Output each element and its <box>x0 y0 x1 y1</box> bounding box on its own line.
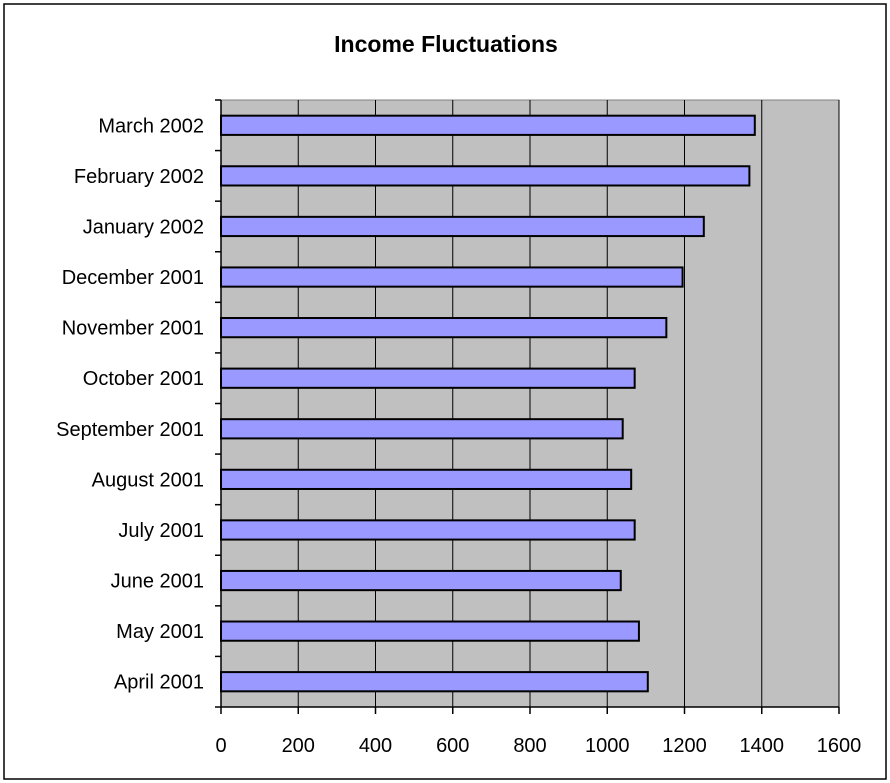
x-tick-label: 1000 <box>585 735 630 757</box>
x-tick-label: 600 <box>436 735 469 757</box>
category-label: April 2001 <box>114 672 204 694</box>
x-tick-label: 1400 <box>740 735 785 757</box>
category-label: September 2001 <box>56 419 204 441</box>
category-label: May 2001 <box>116 621 204 643</box>
bar <box>220 620 640 642</box>
x-tick-label: 1200 <box>662 735 707 757</box>
bar <box>220 468 633 490</box>
tick-labels: 0 200 400 600 800 1000 1200 1400 1600 <box>215 735 861 757</box>
bar <box>220 215 705 238</box>
x-tick-label: 0 <box>215 735 226 757</box>
category-label: January 2002 <box>83 216 204 238</box>
gridlines <box>297 100 840 707</box>
category-label: November 2001 <box>62 318 204 340</box>
bar <box>220 418 624 440</box>
bar <box>220 266 684 288</box>
x-tick-label: 1600 <box>817 735 862 757</box>
category-label: October 2001 <box>83 368 204 390</box>
category-label: July 2001 <box>118 520 204 542</box>
category-label: August 2001 <box>92 469 204 491</box>
chart-title: Income Fluctuations <box>334 31 558 57</box>
bar <box>220 317 668 339</box>
category-label: February 2002 <box>74 166 204 188</box>
x-tick-label: 400 <box>359 735 392 757</box>
x-tick-label: 200 <box>282 735 315 757</box>
bar <box>220 114 756 136</box>
bar <box>220 671 649 693</box>
bars <box>220 114 756 693</box>
category-label: June 2001 <box>111 571 204 593</box>
category-label: March 2002 <box>98 115 204 137</box>
bar <box>220 519 636 541</box>
bar <box>220 165 751 187</box>
bar <box>220 367 636 389</box>
axes <box>215 99 840 714</box>
bar <box>220 569 622 592</box>
category-label: December 2001 <box>62 267 204 289</box>
category-labels: April 2001 May 2001 June 2001 July 2001 Augu… <box>56 115 204 693</box>
x-tick-label: 800 <box>513 735 546 757</box>
